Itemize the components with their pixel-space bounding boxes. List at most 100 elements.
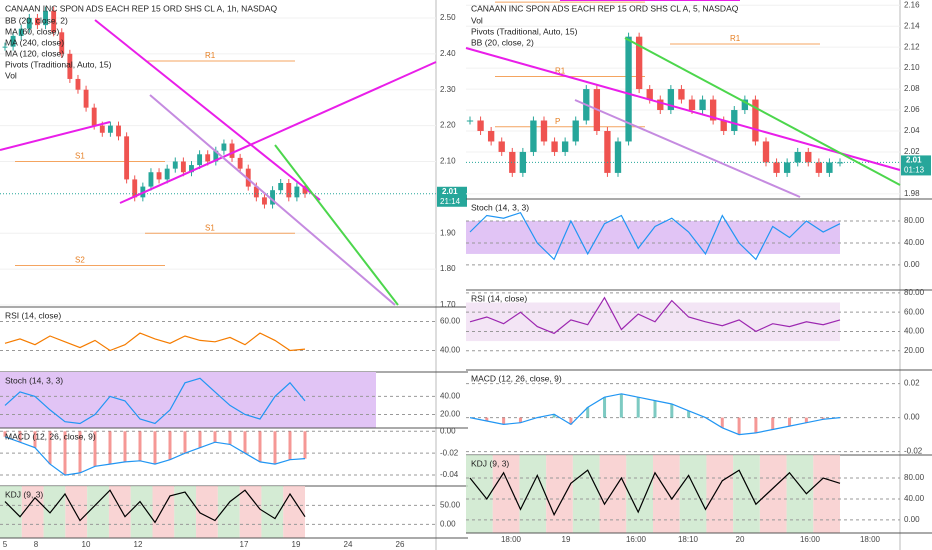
x-tick-label: 12: [134, 540, 143, 549]
macd-bar: [771, 417, 775, 430]
candle: [278, 183, 284, 191]
candle: [509, 151, 516, 173]
x-tick-label: 8: [34, 540, 39, 549]
y-tick-label: 80.00: [904, 288, 925, 297]
y-tick-label: 80.00: [904, 473, 925, 482]
candle: [213, 150, 219, 162]
candle: [286, 183, 292, 198]
candle: [262, 197, 267, 205]
kdj-zone: [152, 486, 175, 538]
candle: [2, 46, 8, 48]
panel-label: MACD (12, 26, close, 9): [5, 431, 96, 441]
candle: [762, 141, 770, 163]
x-tick-label: 10: [82, 540, 91, 549]
trend-line: [624, 37, 901, 186]
macd-bar: [687, 410, 691, 418]
y-tick-label: 20.00: [904, 346, 925, 355]
candle: [519, 151, 527, 173]
x-tick-label: 18:00: [860, 535, 881, 544]
candle: [197, 154, 203, 166]
pivot-label: S1: [75, 152, 85, 161]
y-tick-label: 1.80: [440, 264, 456, 273]
x-tick-label: 19: [562, 535, 571, 544]
y-tick-label: 60.00: [440, 317, 461, 326]
candle: [635, 36, 643, 90]
kdj-zone: [196, 486, 218, 538]
candle: [477, 120, 484, 131]
y-tick-label: 2.50: [440, 13, 456, 22]
indicator-label: MA (60, close): [5, 26, 59, 36]
kdj-zone: [130, 486, 153, 538]
candle: [551, 141, 558, 152]
x-tick-label: 19: [292, 540, 301, 549]
candle: [180, 161, 186, 173]
candle: [164, 168, 170, 180]
macd-bar: [63, 431, 67, 476]
candle: [466, 120, 474, 122]
kdj-zone: [283, 486, 305, 538]
kdj-zone: [43, 486, 66, 538]
macd-bar: [518, 417, 522, 423]
panel-label: RSI (14, close): [471, 293, 527, 303]
macd-bar: [586, 407, 590, 418]
x-tick-label: 18:00: [501, 535, 522, 544]
candle: [270, 190, 275, 205]
indicator-line: [4, 377, 306, 425]
kdj-zone: [679, 455, 707, 533]
candle: [124, 136, 130, 180]
indicator-line: [469, 296, 841, 335]
last-price-tag: [901, 155, 931, 176]
y-tick-label: 1.98: [904, 189, 920, 198]
indicator-line: [4, 489, 306, 524]
x-tick-label: 5: [3, 540, 8, 549]
candle: [18, 28, 24, 36]
kdj-zone: [706, 455, 734, 533]
y-tick-label: -0.02: [904, 447, 923, 456]
macd-bar: [48, 431, 52, 465]
candle: [172, 161, 178, 169]
indicator-label: Pivots (Traditional, Auto, 15): [5, 59, 112, 69]
macd-bar: [485, 417, 489, 421]
candle: [35, 17, 40, 26]
macd-bar: [670, 404, 674, 418]
macd-bar: [804, 417, 808, 423]
candle: [836, 162, 844, 164]
x-tick-label: 16:00: [626, 535, 647, 544]
trend-line: [274, 144, 399, 306]
candle: [540, 120, 548, 142]
kdj-zone: [519, 455, 547, 533]
macd-bar: [78, 431, 82, 473]
y-tick-label: 20.00: [440, 410, 461, 419]
macd-bar: [258, 431, 262, 462]
candle: [741, 99, 749, 111]
x-tick-label: 17: [240, 540, 249, 549]
y-tick-label: 60.00: [904, 307, 925, 316]
candle: [667, 89, 675, 111]
y-tick-label: 2.06: [904, 105, 920, 114]
macd-bar: [138, 431, 142, 461]
countdown: 01:13: [904, 166, 925, 175]
candle: [699, 99, 706, 111]
panel-label: Stoch (14, 3, 3): [471, 202, 529, 212]
candle: [59, 32, 65, 54]
candle: [245, 168, 251, 187]
candle: [294, 186, 300, 198]
macd-bar: [821, 417, 825, 420]
y-tick-label: 40.00: [904, 494, 925, 503]
candle: [731, 110, 738, 131]
candle: [815, 162, 823, 173]
candle: [156, 172, 162, 180]
indicator-label: MA (120, close): [5, 48, 64, 58]
y-tick-label: -0.04: [440, 470, 459, 479]
macd-bar: [273, 431, 277, 465]
candle: [572, 120, 579, 142]
y-tick-label: 2.14: [904, 21, 920, 30]
pivot-label: R1: [205, 51, 216, 60]
trend-line: [465, 47, 901, 171]
y-tick-label: 0.00: [440, 519, 456, 528]
y-tick-label: 40.00: [904, 327, 925, 336]
y-tick-label: 2.12: [904, 42, 920, 51]
y-tick-label: -0.02: [440, 448, 459, 457]
candle: [148, 172, 154, 187]
macd-bar: [108, 431, 112, 465]
